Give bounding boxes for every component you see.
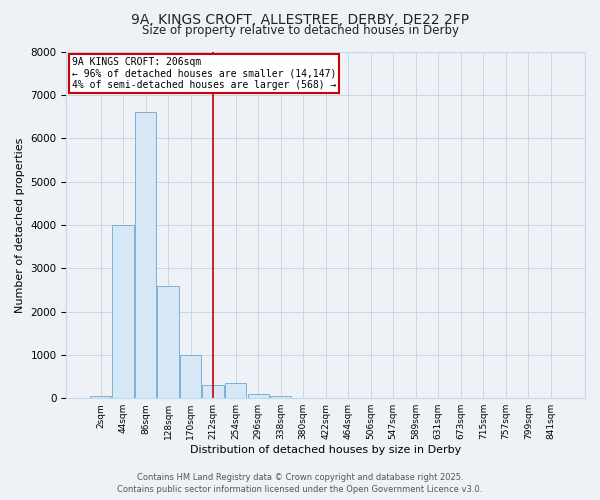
Text: 9A, KINGS CROFT, ALLESTREE, DERBY, DE22 2FP: 9A, KINGS CROFT, ALLESTREE, DERBY, DE22 … (131, 12, 469, 26)
Y-axis label: Number of detached properties: Number of detached properties (15, 137, 25, 312)
Bar (270, 396, 292, 398)
Bar (135, 112, 157, 398)
Bar (157, 286, 179, 398)
Bar (180, 355, 202, 398)
Text: Size of property relative to detached houses in Derby: Size of property relative to detached ho… (142, 24, 458, 37)
Bar (225, 383, 247, 398)
X-axis label: Distribution of detached houses by size in Derby: Distribution of detached houses by size … (190, 445, 461, 455)
Bar (202, 385, 224, 398)
Text: Contains HM Land Registry data © Crown copyright and database right 2025.
Contai: Contains HM Land Registry data © Crown c… (118, 472, 482, 494)
Bar (90, 396, 112, 398)
Bar (248, 394, 269, 398)
Text: 9A KINGS CROFT: 206sqm
← 96% of detached houses are smaller (14,147)
4% of semi-: 9A KINGS CROFT: 206sqm ← 96% of detached… (71, 56, 336, 90)
Bar (112, 225, 134, 398)
